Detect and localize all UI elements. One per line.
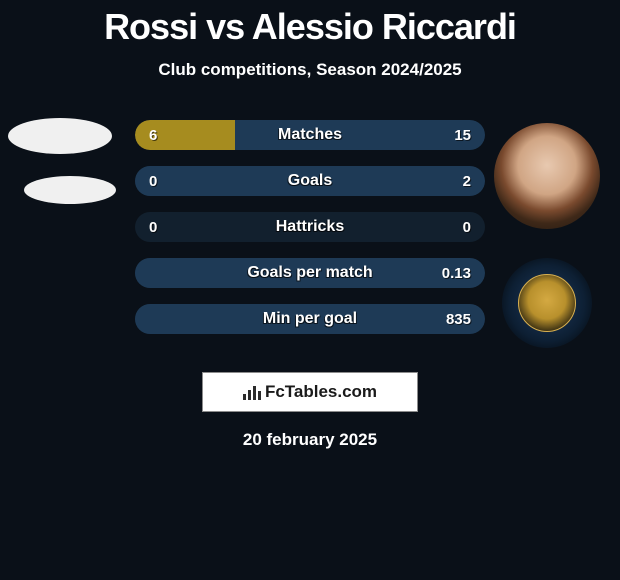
stat-label: Hattricks <box>135 212 485 242</box>
comparison-title: Rossi vs Alessio Riccardi <box>0 0 620 48</box>
stat-value-right: 15 <box>454 120 471 150</box>
stat-value-right: 835 <box>446 304 471 334</box>
branding-text: FcTables.com <box>265 382 377 402</box>
comparison-subtitle: Club competitions, Season 2024/2025 <box>0 60 620 80</box>
player-left-avatar-placeholder-2 <box>24 176 116 204</box>
player-left-avatar-placeholder-1 <box>8 118 112 154</box>
stat-label: Goals <box>135 166 485 196</box>
club-crest-icon <box>518 274 576 332</box>
stat-row: Goals per match0.13 <box>135 258 485 288</box>
stat-row: Min per goal835 <box>135 304 485 334</box>
stat-label: Matches <box>135 120 485 150</box>
stat-label: Goals per match <box>135 258 485 288</box>
stat-value-left: 0 <box>149 212 157 242</box>
player-right-avatar <box>494 123 600 229</box>
bar-chart-icon <box>243 384 261 400</box>
stat-value-right: 0 <box>463 212 471 242</box>
stat-value-right: 2 <box>463 166 471 196</box>
stat-row: Hattricks0 0 <box>135 212 485 242</box>
stat-row: Matches6 15 <box>135 120 485 150</box>
stat-row: Goals0 2 <box>135 166 485 196</box>
player-right-club-crest <box>502 258 592 348</box>
stat-label: Min per goal <box>135 304 485 334</box>
stat-value-right: 0.13 <box>442 258 471 288</box>
branding-badge: FcTables.com <box>202 372 418 412</box>
stat-value-left: 0 <box>149 166 157 196</box>
stat-value-left: 6 <box>149 120 157 150</box>
comparison-date: 20 february 2025 <box>0 430 620 450</box>
